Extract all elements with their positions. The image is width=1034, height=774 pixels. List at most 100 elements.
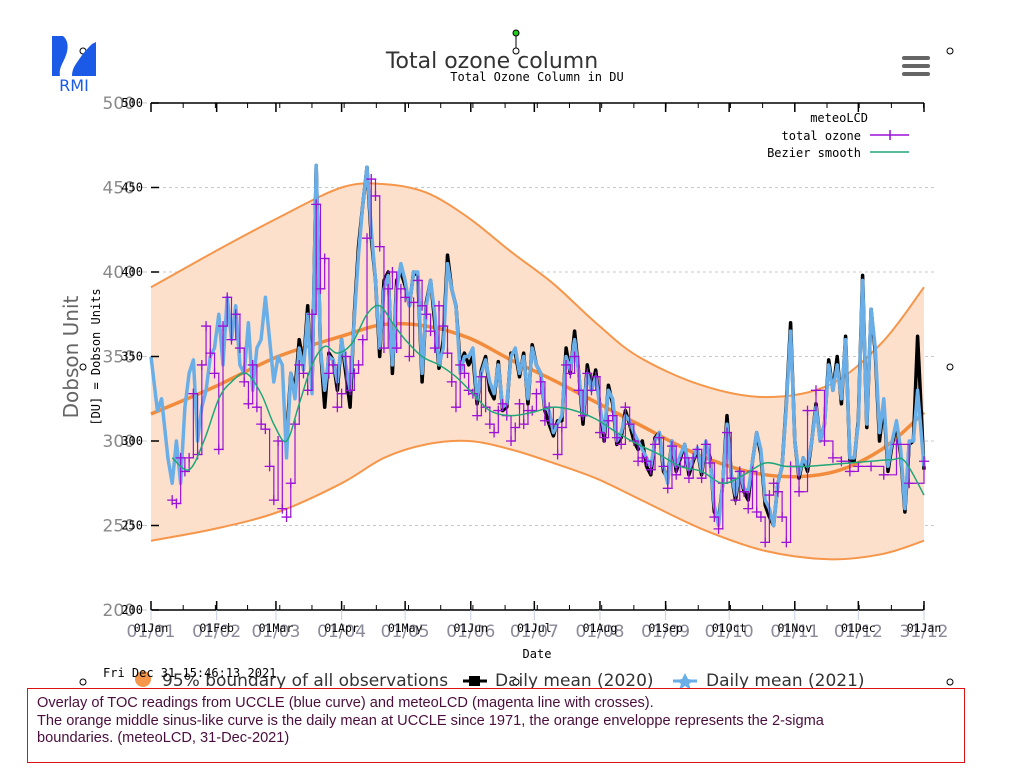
selection-handles[interactable]: [79, 29, 954, 686]
menu-bar: [902, 72, 930, 76]
meteolcd-point: [844, 466, 855, 477]
legend-2021-marker[interactable]: [676, 673, 694, 688]
meteolcd-point: [239, 376, 250, 387]
meteolcd-point: [404, 351, 415, 362]
meteolcd-point: [442, 348, 453, 359]
legend-envelope-label[interactable]: 95% boundary of all observations: [162, 671, 448, 688]
legend-envelope-marker[interactable]: [135, 671, 151, 687]
meteolcd-point: [556, 422, 567, 433]
meteolcd-point: [243, 398, 254, 409]
meteolcd-point: [226, 334, 237, 345]
meteolcd-point: [641, 456, 652, 467]
meteolcd-point: [438, 321, 449, 332]
meteolcd-point: [306, 309, 317, 320]
meteolcd-point: [535, 376, 546, 387]
meteolcd-point: [294, 359, 305, 370]
meteolcd-point: [722, 427, 733, 438]
meteolcd-point: [768, 478, 779, 489]
y-tick-label: 400: [121, 265, 143, 279]
meteolcd-point: [459, 368, 470, 379]
meteolcd-point: [302, 385, 313, 396]
inner-legend: meteoLCD total ozone Bezier smooth: [767, 111, 909, 160]
y-tick-label-outer: 300: [103, 432, 135, 452]
meteolcd-point: [450, 402, 461, 413]
meteolcd-point: [218, 321, 229, 332]
hamburger-menu-icon[interactable]: [902, 56, 930, 80]
legend-2020-label[interactable]: Daily mean (2020): [495, 671, 654, 688]
meteolcd-point: [171, 498, 182, 509]
x-tick-label-outer: 01/10: [705, 622, 754, 642]
resize-handle-sw[interactable]: [79, 678, 87, 686]
meteolcd-point: [175, 452, 186, 463]
meteolcd-point: [357, 334, 368, 345]
x-tick-label-outer: 01/04: [317, 622, 366, 642]
meteolcd-point: [827, 452, 838, 463]
meteolcd-point: [772, 486, 783, 497]
legend-2021-label[interactable]: Daily mean (2021): [706, 671, 865, 688]
resize-handle-ne[interactable]: [946, 47, 954, 55]
meteolcd-point: [362, 233, 373, 244]
meteolcd-point: [370, 190, 381, 201]
meteolcd-point: [743, 503, 754, 514]
meteolcd-point: [565, 368, 576, 379]
meteolcd-point: [328, 359, 339, 370]
legend-2020-marker[interactable]: [469, 676, 480, 686]
meteolcd-point: [679, 452, 690, 463]
meteolcd-point: [251, 402, 262, 413]
caption-line: The orange middle sinus-like curve is th…: [37, 712, 824, 729]
outer-legend: 95% boundary of all observations Daily m…: [135, 671, 865, 688]
resize-handle-s[interactable]: [512, 678, 520, 686]
meteolcd-point: [616, 439, 627, 450]
x-tick-label: 01Apr: [324, 621, 359, 635]
meteolcd-point: [323, 368, 334, 379]
meteolcd-point: [738, 486, 749, 497]
caption-line: Overlay of TOC readings from UCCLE (blue…: [37, 695, 654, 711]
x-tick-label: 01Jun: [453, 621, 488, 635]
meteolcd-point: [429, 343, 440, 354]
meteolcd-point: [594, 427, 605, 438]
meteolcd-point: [599, 432, 610, 443]
meteolcd-point: [802, 405, 813, 416]
y-tick-label: 350: [121, 350, 143, 364]
resize-handle-e[interactable]: [946, 363, 954, 371]
meteolcd-point: [476, 371, 487, 382]
meteolcd-point: [891, 439, 902, 450]
y-tick-label-outer: 400: [103, 263, 135, 283]
resize-handle-n[interactable]: [512, 47, 520, 55]
legend-total-ozone-label: total ozone: [782, 129, 861, 143]
x-tick-label: 01Aug: [583, 621, 618, 635]
meteolcd-point: [904, 478, 915, 489]
meteolcd-point: [518, 419, 529, 430]
meteolcd-point: [395, 283, 406, 294]
series-group: [149, 163, 929, 548]
meteolcd-point: [273, 436, 284, 446]
meteolcd-point: [188, 388, 199, 399]
meteolcd-point: [666, 441, 677, 452]
chart-subtitle: Total Ozone Column in DU: [450, 70, 623, 84]
resize-handle-se[interactable]: [946, 678, 954, 686]
x-tick-label: 01Sep: [648, 621, 683, 635]
meteolcd-point: [264, 461, 275, 472]
meteolcd-point: [751, 506, 762, 517]
x-tick-label-outer: 01/06: [446, 622, 495, 642]
meteolcd-point: [590, 371, 601, 382]
chart-title: Total ozone column: [385, 49, 598, 74]
timestamp: Fri Dec 31 15:46:13 2021: [103, 666, 276, 680]
meteolcd-point: [866, 461, 877, 472]
envelope-lower-line: [150, 439, 925, 561]
y-axis-label-inner: [DU] = Dobson Units: [89, 288, 103, 425]
meteolcd-point: [662, 483, 673, 494]
x-tick-label-outer: 01/11: [770, 622, 819, 642]
meteolcd-point: [391, 343, 402, 354]
meteolcd-point: [603, 415, 614, 426]
meteolcd-point: [836, 456, 847, 467]
y-tick-label-outer: 350: [103, 348, 135, 368]
logo-mark-icon: [52, 36, 96, 76]
x-tick-label-outer: 01/01: [127, 622, 176, 642]
meteolcd-point: [417, 300, 428, 311]
meteolcd-point: [777, 512, 788, 523]
rotate-handle[interactable]: [512, 29, 520, 37]
meteolcd-point: [345, 385, 356, 396]
meteolcd-point: [709, 512, 720, 523]
resize-handle-w[interactable]: [79, 363, 87, 371]
